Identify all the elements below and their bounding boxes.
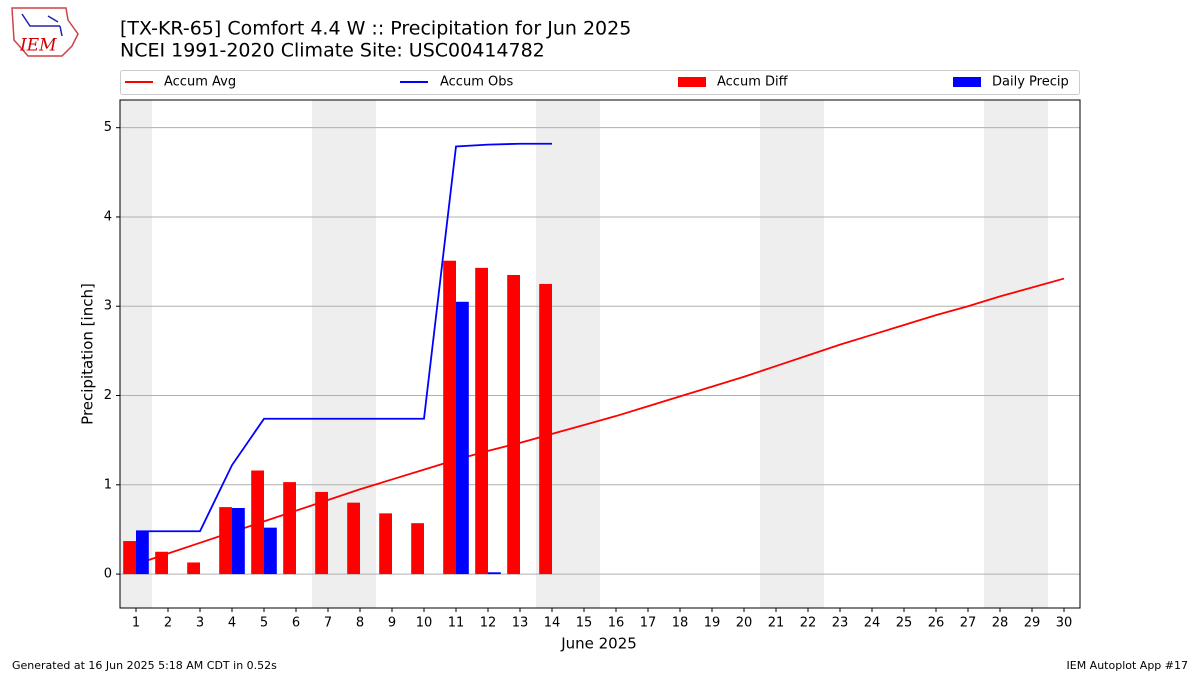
bar — [539, 283, 552, 575]
x-tick-label: 20 — [736, 616, 753, 631]
y-tick-label: 2 — [104, 388, 112, 403]
x-tick-label: 9 — [388, 616, 396, 631]
bar — [232, 508, 245, 575]
bar — [488, 572, 501, 575]
weekend-band — [568, 100, 600, 608]
bar — [136, 531, 149, 575]
x-tick-label: 23 — [832, 616, 849, 631]
legend-swatch — [953, 77, 981, 87]
bar — [456, 301, 469, 575]
legend-label: Accum Obs — [440, 75, 513, 90]
logo-text: IEM — [19, 36, 57, 56]
chart-subtitle: NCEI 1991-2020 Climate Site: USC00414782 — [120, 40, 545, 62]
x-tick-label: 17 — [640, 616, 657, 631]
x-tick-label: 21 — [768, 616, 785, 631]
x-tick-label: 12 — [480, 616, 497, 631]
y-tick-label: 4 — [104, 209, 112, 224]
x-tick-label: 6 — [292, 616, 300, 631]
y-tick-label: 5 — [104, 120, 112, 135]
x-tick-label: 27 — [960, 616, 977, 631]
bar — [264, 527, 277, 575]
x-tick-label: 15 — [576, 616, 593, 631]
bar — [283, 482, 296, 575]
footer-left: Generated at 16 Jun 2025 5:18 AM CDT in … — [12, 659, 277, 672]
x-tick-label: 30 — [1056, 616, 1073, 631]
weekend-band — [984, 100, 1016, 608]
x-axis-label: June 2025 — [560, 635, 637, 653]
x-tick-label: 13 — [512, 616, 529, 631]
x-tick-label: 2 — [164, 616, 172, 631]
x-tick-label: 22 — [800, 616, 817, 631]
bar — [443, 260, 456, 575]
x-tick-label: 10 — [416, 616, 433, 631]
legend-swatch — [678, 77, 706, 87]
bar — [123, 541, 136, 575]
legend-label: Daily Precip — [992, 75, 1069, 90]
x-tick-label: 11 — [448, 616, 465, 631]
y-tick-label: 0 — [104, 567, 112, 582]
bar — [251, 470, 264, 575]
weekend-band — [120, 100, 152, 608]
x-tick-label: 19 — [704, 616, 721, 631]
legend-label: Accum Avg — [164, 75, 236, 90]
chart-title: [TX-KR-65] Comfort 4.4 W :: Precipitatio… — [120, 18, 631, 40]
weekend-band — [792, 100, 824, 608]
line — [136, 142, 552, 533]
bar — [155, 551, 168, 575]
x-tick-label: 14 — [544, 616, 561, 631]
bar — [475, 267, 488, 575]
x-tick-label: 4 — [228, 616, 236, 631]
bar — [347, 502, 360, 575]
footer-right: IEM Autoplot App #17 — [1067, 659, 1189, 672]
y-tick-label: 3 — [104, 299, 112, 314]
legend-label: Accum Diff — [717, 75, 789, 90]
x-tick-label: 1 — [132, 616, 140, 631]
x-tick-label: 5 — [260, 616, 268, 631]
legend-box — [120, 70, 1080, 95]
plot-frame — [119, 99, 1081, 609]
x-tick-label: 25 — [896, 616, 913, 631]
bar — [187, 562, 200, 575]
bar — [379, 513, 392, 575]
logo-outline — [11, 7, 79, 57]
logo-icon — [21, 13, 63, 37]
bar — [219, 507, 232, 575]
y-tick-label: 1 — [104, 477, 112, 492]
x-tick-label: 26 — [928, 616, 945, 631]
x-tick-label: 3 — [196, 616, 204, 631]
x-tick-label: 24 — [864, 616, 881, 631]
bar — [507, 274, 520, 575]
x-tick-label: 16 — [608, 616, 625, 631]
bar — [411, 523, 424, 575]
y-axis-label: Precipitation [inch] — [79, 283, 97, 425]
weekend-band — [1016, 100, 1048, 608]
x-tick-label: 28 — [992, 616, 1009, 631]
x-tick-label: 18 — [672, 616, 689, 631]
weekend-band — [760, 100, 792, 608]
logo: IEM — [11, 7, 79, 57]
x-tick-label: 8 — [356, 616, 364, 631]
bar — [315, 491, 328, 575]
x-tick-label: 29 — [1024, 616, 1041, 631]
x-tick-label: 7 — [324, 616, 332, 631]
